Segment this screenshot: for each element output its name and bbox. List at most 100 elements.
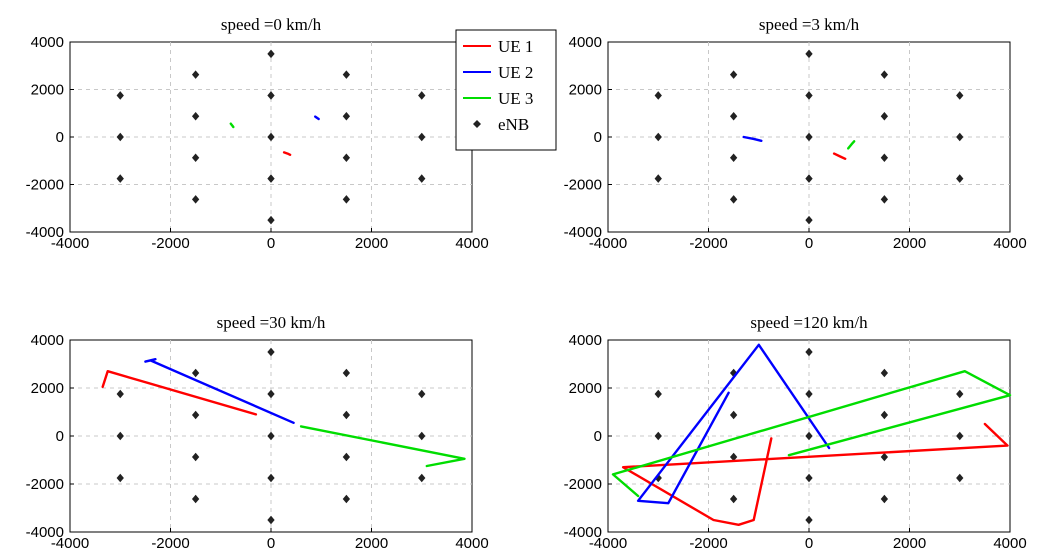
enb-marker <box>880 368 889 378</box>
enb-marker <box>267 431 275 441</box>
enb-marker <box>418 91 426 100</box>
y-tick-label: 2000 <box>569 82 602 99</box>
x-tick-label: -4000 <box>51 535 89 552</box>
chart-title: speed =0 km/h <box>221 15 322 34</box>
ue3-trajectory <box>611 370 1012 498</box>
enb-marker <box>805 515 813 525</box>
y-tick-label: -4000 <box>26 224 64 241</box>
enb-marker <box>880 452 889 462</box>
enb-marker <box>116 132 124 142</box>
y-tick-label: 0 <box>594 129 602 146</box>
enb-marker <box>956 431 964 441</box>
enb-marker <box>267 473 275 483</box>
y-tick-label: -2000 <box>564 177 602 194</box>
enb-marker <box>267 347 275 357</box>
ue2-trajectory <box>636 343 831 505</box>
y-tick-label: 0 <box>594 428 602 445</box>
enb-marker <box>880 111 889 121</box>
enb-marker <box>418 174 426 183</box>
x-tick-label: 2000 <box>355 235 388 252</box>
enb-marker <box>116 174 124 183</box>
ue2-trajectory <box>314 115 320 121</box>
enb-marker <box>418 431 426 441</box>
ue1-trajectory <box>832 152 847 161</box>
enb-marker <box>267 91 275 100</box>
y-tick-label: 4000 <box>569 34 602 51</box>
ue2-trajectory <box>144 358 295 424</box>
chart-panel-2: speed =3 km/h -4000 -2000 0 2000 4000 4000 2000… <box>564 15 1027 252</box>
enb-marker <box>267 49 275 59</box>
chart-title: speed =120 km/h <box>750 313 868 332</box>
y-tick-label: 2000 <box>31 380 64 397</box>
y-tick-label: -4000 <box>564 524 602 541</box>
enb-marker <box>805 389 813 399</box>
enb-marker <box>418 473 426 483</box>
y-tick-label: -2000 <box>26 476 64 493</box>
enb-marker <box>342 494 351 504</box>
enb-marker <box>956 473 964 483</box>
x-tick-label: 2000 <box>893 535 926 552</box>
x-tick-label: 0 <box>267 535 275 552</box>
enb-marker <box>654 431 662 441</box>
x-tick-label: -2000 <box>689 235 727 252</box>
enb-marker <box>880 70 889 79</box>
enb-marker <box>418 132 426 142</box>
x-tick-label: 2000 <box>355 535 388 552</box>
enb-marker <box>654 389 662 399</box>
enb-marker <box>267 215 275 225</box>
x-tick-label: -2000 <box>151 235 189 252</box>
enb-marker <box>805 49 813 59</box>
enb-marker <box>956 389 964 399</box>
x-tick-label: 4000 <box>455 235 488 252</box>
enb-marker <box>880 153 889 163</box>
y-tick-label: 0 <box>56 129 64 146</box>
enb-marker <box>880 195 889 204</box>
chart-panel-1: speed =0 km/h -4000 -2000 0 2000 4000 4000 2000… <box>26 15 489 252</box>
enb-marker <box>342 410 351 420</box>
enb-marker <box>116 389 124 399</box>
enb-marker <box>191 153 200 163</box>
enb-marker <box>805 347 813 357</box>
enb-marker <box>654 174 662 183</box>
enb-marker <box>267 174 275 183</box>
enb-marker <box>342 111 351 121</box>
enb-marker <box>729 410 738 420</box>
enb-marker <box>342 153 351 163</box>
legend-box <box>455 29 557 151</box>
y-tick-label: 0 <box>56 428 64 445</box>
x-tick-label: -2000 <box>689 535 727 552</box>
enb-marker <box>116 431 124 441</box>
enb-marker <box>116 91 124 100</box>
chart-panel-4: speed =120 km/h -4000 -2000 0 2000 4000 4000 20… <box>564 313 1027 552</box>
enb-marker <box>880 494 889 504</box>
y-tick-label: -2000 <box>564 476 602 493</box>
ue1-trajectory <box>282 151 292 157</box>
enb-marker <box>729 153 738 163</box>
legend-label: UE 1 <box>498 37 533 56</box>
enb-marker <box>342 195 351 204</box>
enb-marker <box>729 494 738 504</box>
enb-marker <box>267 389 275 399</box>
enb-marker <box>342 368 351 378</box>
enb-marker <box>805 473 813 483</box>
x-tick-label: 2000 <box>893 235 926 252</box>
enb-marker <box>729 195 738 204</box>
enb-marker <box>267 132 275 142</box>
y-tick-label: 4000 <box>31 34 64 51</box>
enb-marker <box>805 174 813 183</box>
y-tick-label: -2000 <box>26 177 64 194</box>
x-tick-label: 4000 <box>993 235 1026 252</box>
enb-marker <box>342 70 351 79</box>
chart-panel-3: speed =30 km/h -4000 -2000 0 2000 4000 4000 200… <box>26 313 489 552</box>
enb-marker <box>191 494 200 504</box>
enb-marker <box>805 91 813 100</box>
chart-title: speed =30 km/h <box>217 313 326 332</box>
ue2-trajectory <box>742 135 763 143</box>
enb-marker <box>956 174 964 183</box>
enb-marker <box>654 132 662 142</box>
y-tick-label: 4000 <box>31 332 64 349</box>
x-tick-label: -4000 <box>51 235 89 252</box>
legend-label: eNB <box>498 115 529 134</box>
enb-marker <box>729 111 738 121</box>
